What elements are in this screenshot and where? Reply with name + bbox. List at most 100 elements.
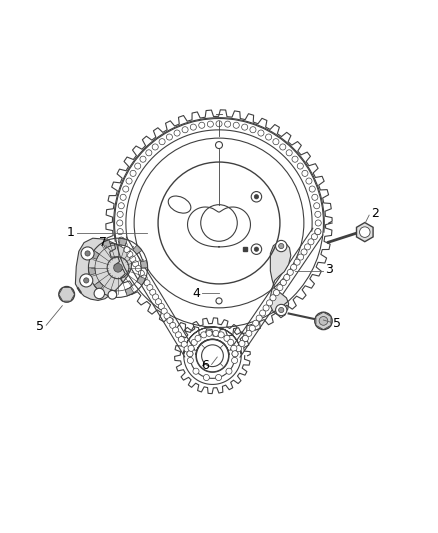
Text: 1: 1	[66, 226, 74, 239]
Circle shape	[315, 211, 321, 217]
Circle shape	[174, 130, 180, 136]
Circle shape	[233, 122, 239, 128]
Polygon shape	[270, 241, 291, 315]
Circle shape	[134, 163, 141, 169]
Circle shape	[94, 288, 105, 298]
Circle shape	[173, 327, 179, 333]
Circle shape	[140, 156, 146, 162]
Circle shape	[360, 227, 370, 237]
Circle shape	[273, 139, 279, 145]
Circle shape	[146, 150, 152, 156]
Polygon shape	[140, 261, 148, 268]
Bar	[243, 247, 247, 251]
Text: 4: 4	[192, 287, 200, 300]
Circle shape	[266, 300, 272, 306]
Circle shape	[141, 275, 147, 281]
Circle shape	[188, 345, 194, 351]
Circle shape	[280, 279, 286, 286]
Polygon shape	[137, 276, 145, 285]
Circle shape	[135, 265, 141, 272]
Polygon shape	[102, 240, 111, 248]
Text: 2: 2	[371, 207, 379, 220]
Circle shape	[315, 220, 321, 226]
Polygon shape	[125, 287, 134, 296]
Circle shape	[250, 127, 256, 133]
Circle shape	[315, 229, 321, 235]
Circle shape	[124, 247, 130, 253]
Circle shape	[246, 330, 252, 336]
Circle shape	[228, 340, 234, 345]
Circle shape	[297, 163, 304, 169]
Circle shape	[258, 130, 264, 136]
Polygon shape	[357, 223, 373, 241]
Circle shape	[118, 237, 124, 243]
Circle shape	[319, 317, 328, 325]
Circle shape	[201, 332, 207, 338]
Circle shape	[152, 294, 159, 300]
Circle shape	[279, 244, 284, 249]
Circle shape	[117, 220, 123, 226]
Circle shape	[216, 120, 222, 127]
Circle shape	[312, 194, 318, 200]
Circle shape	[239, 341, 245, 346]
Circle shape	[301, 249, 307, 255]
Circle shape	[309, 186, 315, 192]
Circle shape	[218, 332, 224, 338]
Circle shape	[130, 171, 136, 176]
Circle shape	[215, 375, 222, 381]
Circle shape	[291, 264, 297, 270]
Text: 5: 5	[35, 320, 44, 333]
Circle shape	[126, 178, 132, 184]
Circle shape	[123, 186, 129, 192]
Circle shape	[159, 139, 165, 145]
Circle shape	[120, 194, 126, 200]
Circle shape	[114, 263, 122, 272]
Circle shape	[224, 335, 230, 341]
Circle shape	[130, 256, 136, 262]
Polygon shape	[91, 251, 99, 260]
Circle shape	[232, 351, 238, 357]
Circle shape	[203, 375, 209, 381]
Circle shape	[276, 304, 287, 316]
Polygon shape	[316, 312, 331, 329]
Circle shape	[294, 259, 300, 265]
Circle shape	[81, 247, 94, 260]
Circle shape	[284, 274, 290, 280]
Circle shape	[265, 134, 272, 140]
Circle shape	[170, 322, 176, 328]
Circle shape	[85, 251, 90, 256]
Circle shape	[191, 340, 197, 345]
Circle shape	[254, 195, 258, 199]
Circle shape	[213, 330, 219, 336]
Circle shape	[263, 305, 269, 311]
Circle shape	[117, 229, 123, 235]
Text: 6: 6	[201, 359, 209, 372]
Circle shape	[242, 335, 248, 342]
Circle shape	[287, 269, 293, 276]
Circle shape	[251, 191, 261, 202]
Polygon shape	[133, 245, 142, 254]
Circle shape	[315, 229, 321, 235]
Circle shape	[80, 274, 93, 287]
Circle shape	[144, 280, 150, 286]
Circle shape	[251, 244, 261, 254]
Circle shape	[150, 289, 156, 295]
Polygon shape	[109, 290, 117, 297]
Circle shape	[206, 330, 212, 336]
Circle shape	[147, 285, 153, 290]
Circle shape	[193, 368, 199, 374]
Circle shape	[117, 211, 123, 217]
Circle shape	[215, 142, 223, 149]
Polygon shape	[59, 288, 74, 301]
Circle shape	[280, 144, 286, 150]
Ellipse shape	[168, 196, 191, 213]
Circle shape	[152, 144, 158, 150]
Circle shape	[242, 124, 248, 130]
Circle shape	[118, 237, 124, 243]
Circle shape	[118, 203, 124, 209]
Circle shape	[155, 298, 162, 305]
Circle shape	[59, 287, 74, 302]
Circle shape	[306, 178, 312, 184]
Circle shape	[277, 285, 283, 290]
Circle shape	[304, 244, 311, 250]
